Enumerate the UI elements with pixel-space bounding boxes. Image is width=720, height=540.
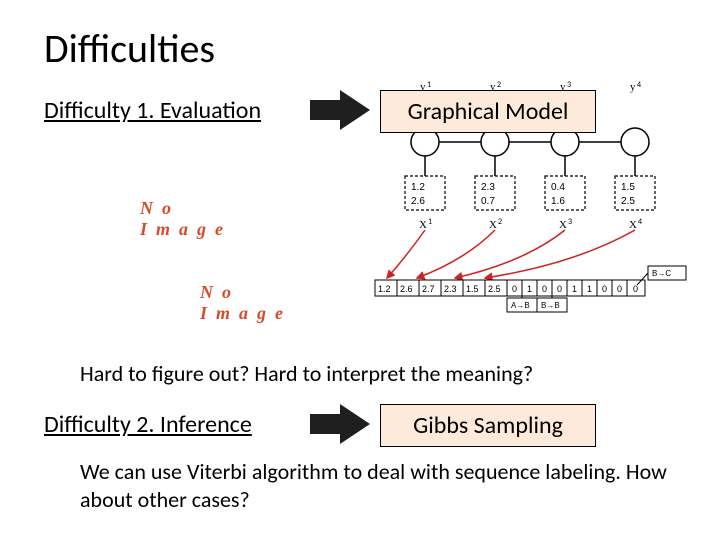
svg-text:2.5: 2.5 xyxy=(488,284,501,294)
svg-text:1: 1 xyxy=(427,80,431,90)
svg-text:1.5: 1.5 xyxy=(466,284,479,294)
difficulty-2-label: Difficulty 2. Inference xyxy=(44,410,252,439)
difficulty-1-label: Difficulty 1. Evaluation xyxy=(44,96,261,125)
svg-text:y: y xyxy=(630,81,636,93)
text-viterbi: We can use Viterbi algorithm to deal wit… xyxy=(80,458,670,513)
svg-text:0.7: 0.7 xyxy=(481,196,495,207)
svg-text:A→B: A→B xyxy=(511,301,530,310)
svg-text:2: 2 xyxy=(498,217,502,227)
arrow-right-icon xyxy=(310,404,370,444)
gibbs-sampling-box: Gibbs Sampling xyxy=(380,404,596,447)
svg-text:1: 1 xyxy=(572,284,577,294)
svg-text:B→C: B→C xyxy=(652,269,671,278)
svg-text:3: 3 xyxy=(568,217,572,227)
no-image-placeholder-2: NoImage xyxy=(200,282,284,324)
svg-text:0: 0 xyxy=(602,284,607,294)
svg-text:4: 4 xyxy=(638,217,642,227)
svg-text:0: 0 xyxy=(542,284,547,294)
svg-text:3: 3 xyxy=(567,80,571,90)
text-hard-to-figure: Hard to figure out? Hard to interpret th… xyxy=(80,360,670,388)
svg-text:1.2: 1.2 xyxy=(378,284,391,294)
svg-text:X: X xyxy=(489,219,497,231)
svg-text:0.4: 0.4 xyxy=(551,182,565,193)
svg-text:1: 1 xyxy=(428,217,432,227)
svg-text:1.6: 1.6 xyxy=(551,196,565,207)
svg-text:2.7: 2.7 xyxy=(422,284,435,294)
svg-text:1.5: 1.5 xyxy=(621,182,635,193)
svg-text:X: X xyxy=(419,219,427,231)
svg-text:1: 1 xyxy=(527,284,532,294)
svg-text:2.5: 2.5 xyxy=(621,196,635,207)
svg-text:2.3: 2.3 xyxy=(444,284,457,294)
svg-text:X: X xyxy=(629,219,637,231)
graphical-model-box: Graphical Model xyxy=(380,90,596,133)
svg-text:1: 1 xyxy=(587,284,592,294)
svg-text:2.6: 2.6 xyxy=(411,196,425,207)
svg-text:1.2: 1.2 xyxy=(411,182,425,193)
no-image-placeholder-1: NoImage xyxy=(140,198,224,240)
svg-text:0: 0 xyxy=(512,284,517,294)
svg-text:B→B: B→B xyxy=(541,301,560,310)
svg-text:0: 0 xyxy=(557,284,562,294)
svg-text:0: 0 xyxy=(617,284,622,294)
svg-text:2: 2 xyxy=(497,80,501,90)
svg-text:2.6: 2.6 xyxy=(400,284,413,294)
svg-text:X: X xyxy=(559,219,567,231)
slide-title: Difficulties xyxy=(44,24,215,73)
svg-text:0: 0 xyxy=(633,284,638,294)
svg-text:4: 4 xyxy=(637,80,641,90)
svg-text:2.3: 2.3 xyxy=(481,182,495,193)
